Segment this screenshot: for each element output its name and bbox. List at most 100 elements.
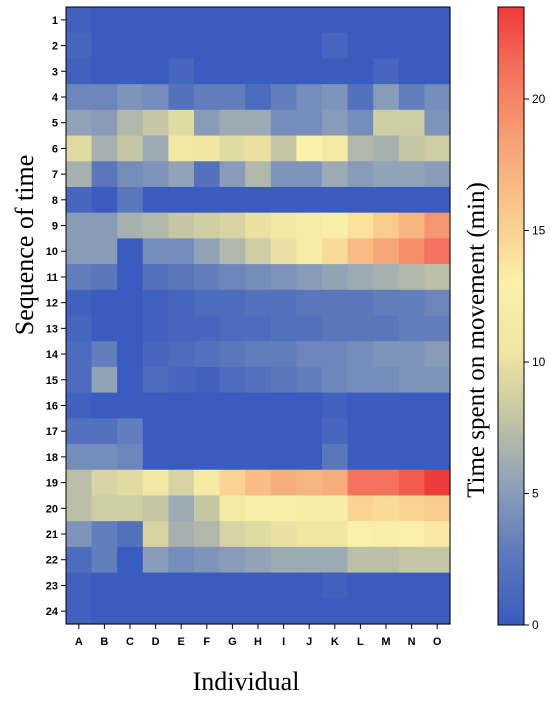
heatmap-cell-3-H [245,58,272,85]
heatmap-cell-4-M [373,84,400,111]
heatmap-cell-5-B [91,109,118,137]
heatmap-cell-18-J [296,444,323,471]
heatmap-cell-19-F [194,469,221,497]
y-tick-label: 10 [46,246,58,258]
heatmap-cell-3-J [296,58,323,85]
heatmap-cell-7-C [117,161,144,188]
heatmap-cell-10-F [194,238,221,265]
heatmap-cell-4-E [168,84,195,111]
heatmap-cell-8-L [347,186,374,214]
heatmap-cell-1-C [117,7,144,34]
heatmap-cell-19-C [117,469,144,497]
heatmap-cell-11-D [142,264,169,291]
heatmap-cell-24-N [398,598,425,625]
heatmap-cell-1-N [398,7,425,34]
heatmap-cell-6-J [296,135,323,162]
heatmap-cell-12-C [117,289,144,317]
heatmap-cell-10-K [322,238,349,265]
heatmap-cell-20-C [117,495,144,522]
heatmap-cell-4-J [296,84,323,111]
y-tick-label: 21 [46,529,58,541]
heatmap-cell-3-G [219,58,246,85]
heatmap-cell-22-C [117,546,144,574]
y-tick-label: 23 [46,580,58,592]
heatmap-cell-22-A [66,546,93,574]
heatmap-cell-9-N [398,212,425,239]
heatmap-cell-13-B [91,315,118,342]
heatmap-cell-6-L [347,135,374,162]
heatmap-cell-21-G [219,521,246,548]
heatmap-cell-22-N [398,546,425,574]
heatmap-cell-9-I [270,212,297,239]
heatmap-cell-15-J [296,366,323,394]
x-axis-title: Individual [193,667,300,696]
heatmap-cell-8-E [168,186,195,214]
heatmap-cell-12-H [245,289,272,317]
heatmap-cell-20-K [322,495,349,522]
heatmap-cell-4-H [245,84,272,111]
heatmap-cell-6-C [117,135,144,162]
heatmap-cell-11-B [91,264,118,291]
colorbar-tick-label: 15 [532,224,546,238]
heatmap-cell-11-G [219,264,246,291]
heatmap-cell-21-I [270,521,297,548]
heatmap-cell-18-H [245,444,272,471]
heatmap-cell-23-E [168,572,195,599]
heatmap-cell-4-G [219,84,246,111]
heatmap-cell-11-H [245,264,272,291]
heatmap-cell-3-K [322,58,349,85]
heatmap-cell-11-J [296,264,323,291]
heatmap-cell-20-G [219,495,246,522]
heatmap-cell-24-A [66,598,93,625]
heatmap-cell-21-E [168,521,195,548]
heatmap-cell-7-K [322,161,349,188]
heatmap-cell-14-I [270,341,297,368]
heatmap-cell-17-M [373,418,400,445]
heatmap-cell-7-A [66,161,93,188]
heatmap-cell-14-B [91,341,118,368]
heatmap-cell-22-O [424,546,451,574]
colorbar-title: Time spent on movement (min) [463,182,490,498]
heatmap-cell-8-M [373,186,400,214]
y-tick-label: 2 [52,41,58,53]
x-tick-label: H [254,636,262,648]
heatmap-cell-24-O [424,598,451,625]
heatmap-cell-12-N [398,289,425,317]
heatmap-cell-23-N [398,572,425,599]
heatmap-cell-10-B [91,238,118,265]
heatmap-cell-20-A [66,495,93,522]
heatmap-cell-22-D [142,546,169,574]
heatmap-cell-16-J [296,392,323,419]
heatmap-cell-18-M [373,444,400,471]
heatmap-cell-12-F [194,289,221,317]
heatmap-cell-20-N [398,495,425,522]
heatmap-cell-2-C [117,32,144,60]
heatmap-cell-4-I [270,84,297,111]
heatmap-cell-12-B [91,289,118,317]
heatmap-cell-22-G [219,546,246,574]
heatmap-cell-6-M [373,135,400,162]
heatmap-cell-18-L [347,444,374,471]
heatmap-cell-23-O [424,572,451,599]
heatmap-cell-13-J [296,315,323,342]
heatmap-cell-1-G [219,7,246,34]
heatmap-cell-15-M [373,366,400,394]
heatmap-cell-24-B [91,598,118,625]
y-tick-label: 19 [46,478,58,490]
heatmap-cell-12-E [168,289,195,317]
heatmap-cell-10-I [270,238,297,265]
heatmap-cell-18-A [66,444,93,471]
heatmap-cell-10-L [347,238,374,265]
y-tick-label: 9 [52,221,58,233]
heatmap-cell-14-A [66,341,93,368]
x-tick-label: M [381,636,390,648]
x-tick-label: E [178,636,185,648]
heatmap-cell-10-A [66,238,93,265]
colorbar-tick-label: 5 [532,487,539,501]
heatmap-cell-5-F [194,109,221,137]
heatmap-cell-5-N [398,109,425,137]
heatmap-cell-11-E [168,264,195,291]
heatmap-cell-2-K [322,32,349,60]
heatmap-cell-17-H [245,418,272,445]
heatmap-cell-17-J [296,418,323,445]
